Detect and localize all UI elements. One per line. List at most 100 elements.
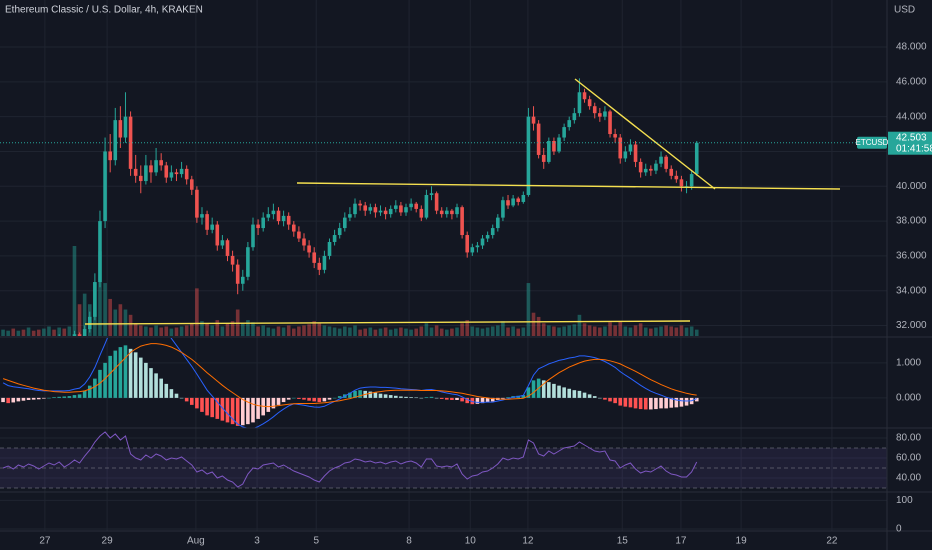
volume-bar <box>445 329 449 336</box>
candle-body <box>246 247 250 277</box>
volume-bar <box>669 326 674 336</box>
candle-body <box>103 151 107 222</box>
macd-histogram-bar <box>302 397 306 400</box>
candle-body <box>144 165 148 182</box>
volume-bar <box>643 327 648 336</box>
y-tick-label: 80.00 <box>896 433 921 444</box>
macd-histogram-bar <box>541 380 546 398</box>
candle-body <box>567 120 572 128</box>
candle-body <box>225 240 230 256</box>
volume-bar <box>388 329 393 336</box>
price-layer <box>58 78 699 336</box>
volume-bar <box>62 328 67 336</box>
candle-body <box>434 193 439 211</box>
candle-body <box>613 134 617 138</box>
macd-histogram-bar <box>383 394 388 398</box>
countdown-label: 01:41:58 <box>896 143 932 154</box>
macd-histogram-bar <box>485 397 490 403</box>
macd-histogram-bar <box>118 347 123 398</box>
macd-histogram-bar <box>373 392 378 398</box>
volume-bar <box>582 323 587 336</box>
volume-bar <box>128 314 133 336</box>
x-tick-label: 10 <box>465 536 477 547</box>
candle-body <box>195 189 199 218</box>
volume-bar <box>144 326 148 336</box>
macd-histogram-bar <box>414 397 419 399</box>
volume-bar <box>424 323 429 336</box>
candle-body <box>123 116 128 138</box>
volume-bar <box>394 328 398 336</box>
candle-body <box>592 106 597 114</box>
y-tick-label: 40.000 <box>896 181 927 192</box>
volume-bar <box>225 323 230 336</box>
macd-histogram-bar <box>603 397 607 400</box>
volume-bar <box>77 304 82 336</box>
y-tick-label: 40.00 <box>896 473 921 484</box>
volume-bar <box>159 327 163 336</box>
candle-body <box>643 168 648 173</box>
macd-histogram-bar <box>368 391 373 398</box>
candle-body <box>536 123 541 155</box>
macd-histogram-bar <box>164 383 169 398</box>
candle-body <box>506 200 510 206</box>
candle-body <box>521 194 526 202</box>
candle-body <box>490 228 495 236</box>
candle-body <box>98 221 102 283</box>
macd-histogram-bar <box>638 397 643 410</box>
volume-bar <box>195 288 199 336</box>
volume-bar <box>664 325 668 336</box>
macd-histogram-bar <box>633 397 638 409</box>
candle-body <box>159 160 163 166</box>
candle-body <box>378 210 383 213</box>
macd-histogram-bar <box>659 397 663 409</box>
macd-histogram-bar <box>113 350 118 398</box>
volume-bar <box>358 329 362 336</box>
y-tick-label: 0.000 <box>896 393 921 404</box>
candle-body <box>189 179 194 190</box>
volume-bar <box>567 325 572 336</box>
volume-bar <box>327 326 332 336</box>
macd-histogram-bar <box>291 397 296 399</box>
volume-bar <box>240 323 245 336</box>
volume-bar <box>404 328 408 336</box>
volume-bar <box>72 246 77 336</box>
volume-bar <box>598 327 602 336</box>
macd-histogram-bar <box>455 397 459 400</box>
candle-body <box>394 205 398 209</box>
x-tick-label: 19 <box>736 536 748 547</box>
candle-body <box>628 144 633 152</box>
macd-histogram-bar <box>567 388 572 398</box>
macd-layer <box>1 338 699 428</box>
candle-body <box>337 228 342 236</box>
macd-histogram-bar <box>93 378 97 398</box>
volume-bar <box>1 329 5 336</box>
candle-body <box>184 168 189 180</box>
candle-body <box>363 205 368 211</box>
candle-body <box>312 252 316 263</box>
volume-bar <box>613 325 617 336</box>
volume-bar <box>118 304 123 336</box>
macd-histogram-bar <box>470 397 475 405</box>
volume-bar <box>511 326 515 336</box>
macd-histogram-bar <box>77 394 82 398</box>
macd-histogram-bar <box>587 394 592 398</box>
macd-histogram-bar <box>465 397 470 404</box>
volume-bar <box>649 328 653 336</box>
macd-histogram-bar <box>1 397 5 403</box>
candle-body <box>266 214 271 218</box>
volume-bar <box>256 326 260 336</box>
macd-histogram-bar <box>445 397 449 400</box>
candle-body <box>562 127 566 138</box>
volume-bar <box>689 326 694 336</box>
volume-bar <box>470 326 475 336</box>
macd-histogram-bar <box>312 397 316 402</box>
candle-body <box>205 214 209 230</box>
macd-histogram-bar <box>103 362 107 398</box>
macd-histogram-bar <box>281 397 286 403</box>
macd-histogram-bar <box>628 397 633 408</box>
candle-body <box>541 154 546 162</box>
candle-body <box>353 203 357 215</box>
macd-histogram-bar <box>547 382 551 398</box>
volume-bar <box>547 325 551 336</box>
